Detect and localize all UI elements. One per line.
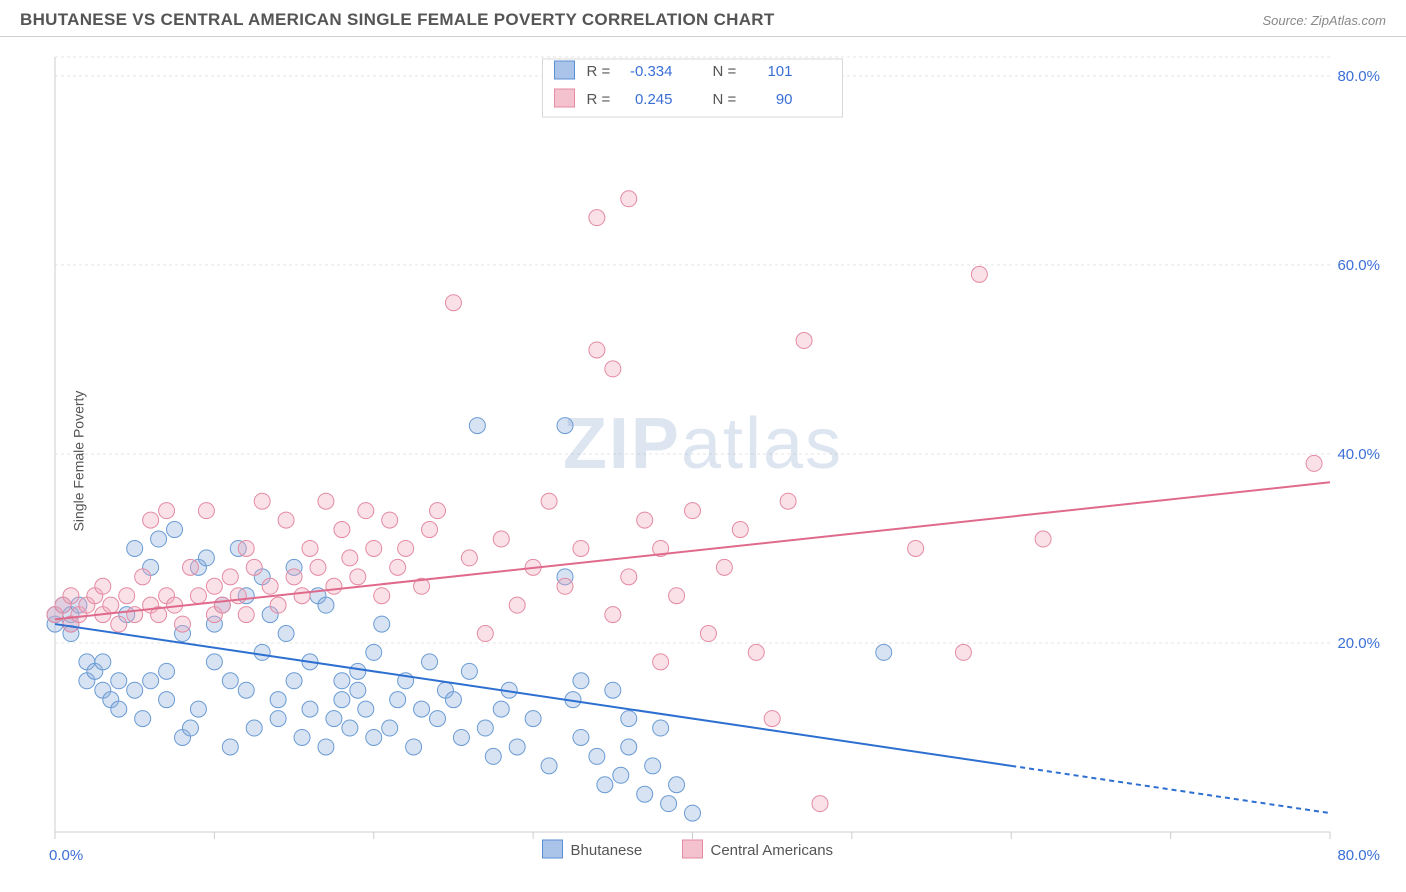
svg-text:40.0%: 40.0%	[1337, 446, 1380, 463]
svg-text:80.0%: 80.0%	[1337, 847, 1380, 864]
svg-text:80.0%: 80.0%	[1337, 68, 1380, 85]
svg-text:60.0%: 60.0%	[1337, 257, 1380, 274]
chart-area: Single Female Poverty ZIPatlas 20.0%40.0…	[0, 37, 1406, 884]
chart-title: BHUTANESE VS CENTRAL AMERICAN SINGLE FEM…	[20, 10, 775, 30]
svg-text:-0.334: -0.334	[630, 63, 673, 80]
y-axis-label: Single Female Poverty	[70, 390, 86, 531]
svg-text:Bhutanese: Bhutanese	[571, 842, 643, 859]
svg-text:N =: N =	[713, 63, 737, 80]
svg-text:20.0%: 20.0%	[1337, 635, 1380, 652]
svg-text:R =: R =	[587, 91, 611, 108]
source-attribution: Source: ZipAtlas.com	[1262, 13, 1386, 28]
svg-text:90: 90	[776, 91, 793, 108]
svg-text:0.0%: 0.0%	[49, 847, 83, 864]
svg-text:R =: R =	[587, 63, 611, 80]
svg-text:N =: N =	[713, 91, 737, 108]
scatter-chart: 20.0% 40.0% 60.0% 80.0% 0.0% 80.0% R = -0.334 N …	[0, 37, 1406, 884]
svg-text:101: 101	[767, 63, 792, 80]
svg-text:Central Americans: Central Americans	[711, 842, 834, 859]
chart-header: BHUTANESE VS CENTRAL AMERICAN SINGLE FEM…	[0, 0, 1406, 37]
svg-text:0.245: 0.245	[635, 91, 673, 108]
